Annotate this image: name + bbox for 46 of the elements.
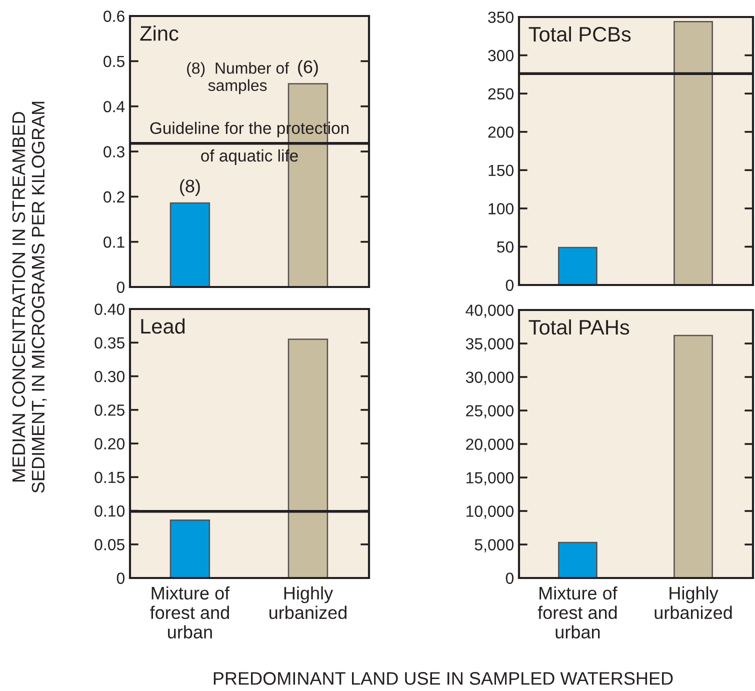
y-tick-label: 100 [488,203,514,214]
annotation: (8) [180,179,200,196]
y-tick-label: 150 [488,164,514,176]
y-tick-label: 15,000 [466,472,514,486]
y-tick-label: 35,000 [466,338,514,352]
x-axis-title: PREDOMINANT LAND USE IN SAMPLED WATERSHED [214,672,673,685]
y-tick-label: 30,000 [466,372,514,385]
x-tick-label: Mixture of forest and urban [538,586,618,638]
y-tick-label: 0 [116,282,125,293]
y-tick-label: 0 [506,572,514,584]
y-tick-label: 0.5 [104,56,124,68]
y-tick-label: 350 [488,12,514,23]
y-tick-label: 50 [497,241,514,253]
y-tick-label: 10,000 [466,506,514,519]
y-tick-label: 0.20 [94,438,125,450]
y-tick-label: 0.10 [94,505,125,517]
y-tick-label: 0.40 [94,304,125,315]
y-tick-label: 0 [506,280,514,291]
y-axis-title: MEDIAN CONCENTRATION IN STREAMBED SEDIMENT, IN MICROGRAMS PER KILOGRAM [12,102,47,493]
x-tick-label: Highly urbanized [654,586,732,620]
y-tick-label: 0.3 [104,146,124,158]
y-tick-label: 300 [488,50,514,62]
y-tick-label: 0.30 [94,370,125,382]
x-tick-label: Mixture of forest and urban [150,586,230,638]
y-tick-label: 200 [488,126,514,138]
y-tick-label: 40,000 [466,304,514,318]
y-tick-label: 0.4 [104,100,125,112]
y-tick-label: 20,000 [466,438,514,452]
annotation: (6) [298,60,318,77]
y-tick-label: 0.1 [104,236,124,248]
x-tick-label: Highly urbanized [270,586,346,620]
y-tick-label: 0.2 [104,191,124,203]
y-tick-label: 250 [488,88,514,100]
chart-title: Total PCBs [528,26,631,42]
chart-title: Zinc [140,25,178,41]
chart-title: Lead [141,318,185,334]
chart-title: Total PAHs [528,319,630,335]
y-tick-label: 0 [116,572,125,584]
y-tick-label: 0.15 [94,472,124,484]
y-tick-label: 5,000 [474,539,514,552]
annotation: (8) Number of samples [187,62,290,94]
y-tick-label: 0.35 [94,337,124,349]
y-tick-label: 0.25 [94,404,124,416]
y-tick-label: 0.05 [94,539,124,550]
y-tick-label: 25,000 [466,405,514,418]
y-tick-label: 0.6 [104,10,124,22]
